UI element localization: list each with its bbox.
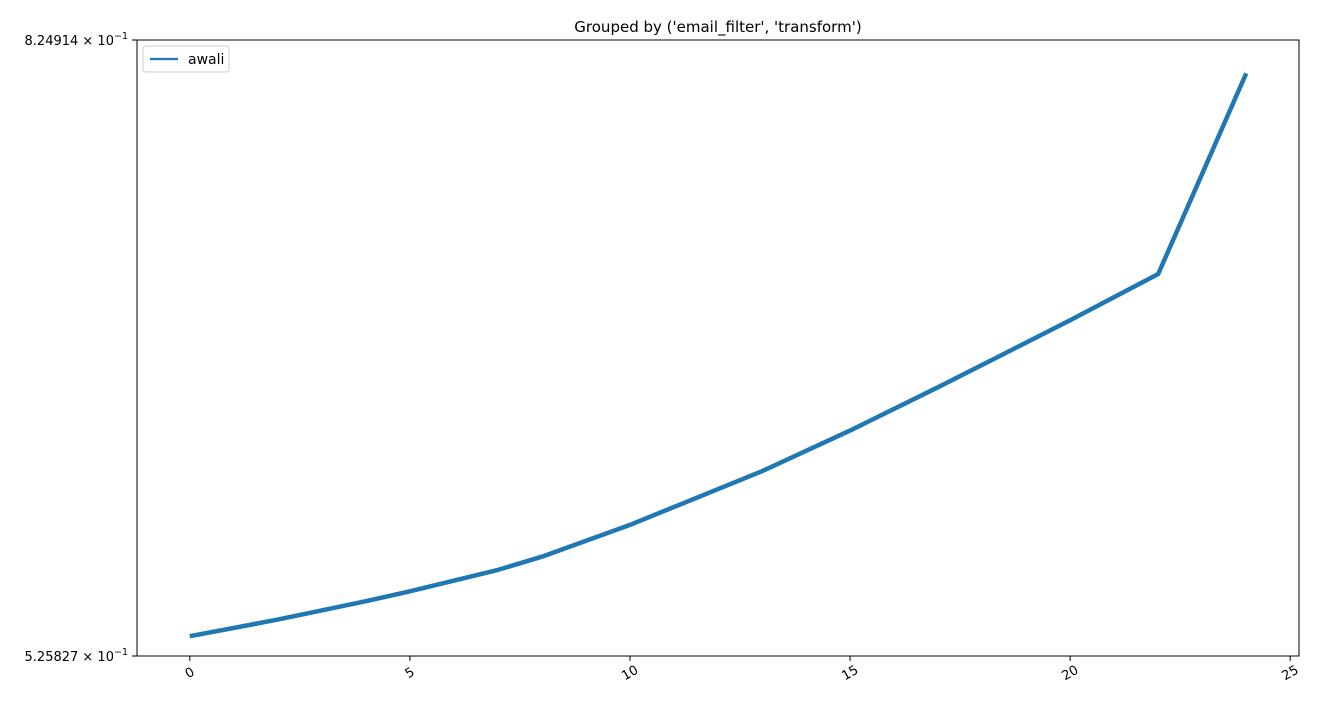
y-tick-label-0: 8.24914 × 10−1 [25, 31, 128, 49]
y-tick-label-1: 5.25827 × 10−1 [25, 647, 128, 665]
x-tick-label-5: 5 [403, 665, 418, 682]
legend-box [142, 45, 230, 73]
plot-area [136, 39, 1300, 657]
series-layer [189, 72, 1249, 639]
x-tick-label-25: 25 [1280, 663, 1302, 684]
chart-title: Grouped by ('email_filter', 'transform') [574, 18, 861, 37]
x-axis: 0 5 10 15 20 25 [183, 656, 1302, 684]
y-axis: 8.24914 × 10−1 5.25827 × 10−1 [25, 31, 137, 665]
x-tick-label-15: 15 [839, 663, 861, 684]
axes-frame [136, 39, 1300, 657]
x-tick-label-0: 0 [183, 665, 198, 682]
legend-label-awali: awali [188, 52, 224, 68]
x-tick-label-10: 10 [619, 663, 641, 684]
legend: awali [142, 45, 230, 73]
x-tick-label-20: 20 [1059, 663, 1081, 684]
